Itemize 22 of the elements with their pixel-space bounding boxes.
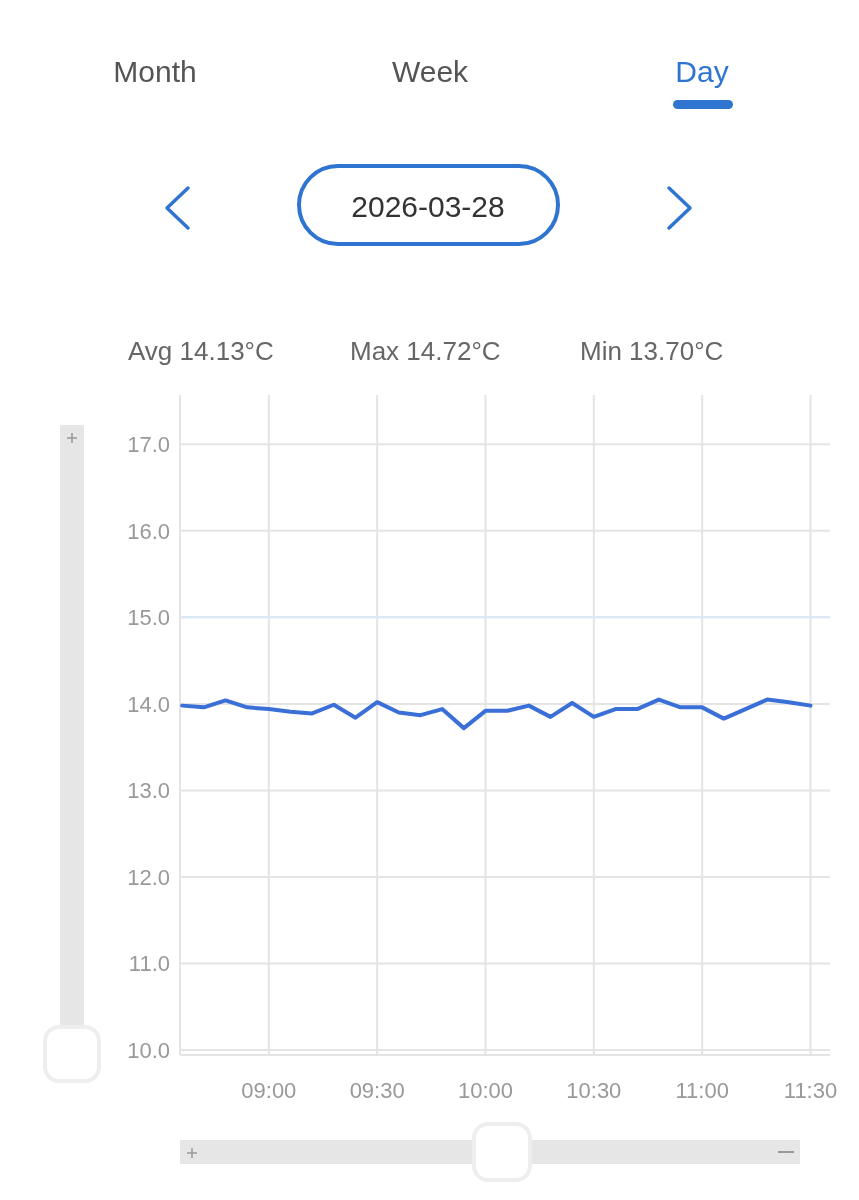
y-tick-label: 12.0 (127, 864, 170, 890)
text: Week (391, 55, 470, 88)
y-tick-label: 13.0 (127, 778, 170, 804)
text: 2026-03-28 (351, 190, 505, 223)
y-tick-label: 15.0 (127, 605, 170, 631)
text: Day (675, 55, 729, 88)
y-tick-label: 14.0 (127, 691, 170, 717)
text: Month (113, 55, 197, 88)
x-tick-label: 09:30 (349, 1078, 405, 1103)
y-tick-label: 11.0 (128, 951, 170, 977)
x-tick-label: 11:30 (783, 1078, 838, 1103)
text: Avg 14.13°C (128, 336, 274, 366)
x-tick-label: 09:00 (241, 1078, 297, 1103)
line-series (180, 697, 813, 731)
y-tick-label: 16.0 (127, 518, 170, 544)
y-tick-label: 17.0 (127, 432, 170, 458)
y-tick-label: 10.0 (127, 1038, 170, 1063)
text: Min 13.70°C (580, 336, 724, 366)
text: Max 14.72°C (350, 336, 501, 366)
x-tick-label: 11:00 (675, 1078, 729, 1103)
x-tick-label: 10:00 (457, 1078, 514, 1103)
x-tick-label: 10:30 (566, 1078, 622, 1103)
